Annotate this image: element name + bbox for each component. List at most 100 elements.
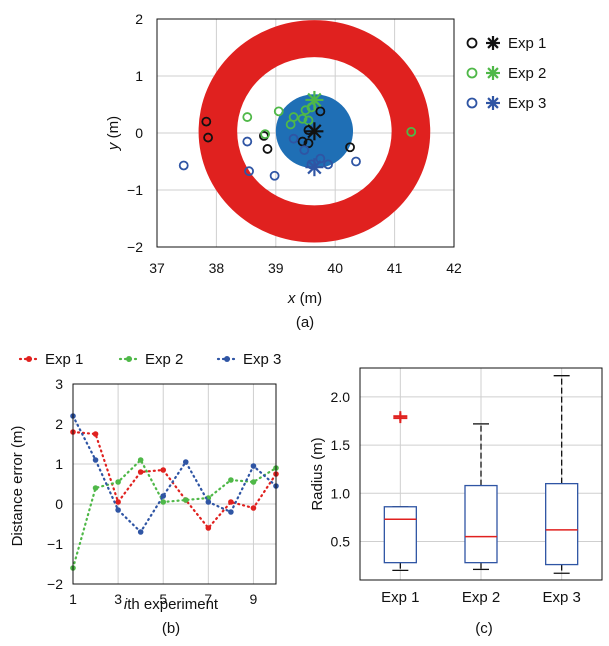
panel-c-boxes bbox=[383, 375, 579, 574]
exp1-point bbox=[303, 138, 314, 149]
panel-c-x-tick-label: Exp 3 bbox=[542, 589, 580, 606]
exp1-point bbox=[228, 499, 234, 505]
exp2-point bbox=[160, 499, 167, 505]
exp2-point bbox=[406, 126, 417, 137]
exp3-point bbox=[299, 145, 310, 156]
exp3-point bbox=[242, 136, 253, 147]
panel-a-x-tick-label: 39 bbox=[268, 260, 284, 276]
exp3-point bbox=[160, 493, 167, 499]
exp3-iqr-box bbox=[545, 482, 579, 566]
panel-b-line: 1 3 5 7 9 3 2 1 0 −1 −2 ith experiment Distance e… bbox=[9, 351, 281, 637]
panel-b-caption: (b) bbox=[162, 620, 180, 637]
panel-c-y-tick-label: 1.0 bbox=[331, 485, 351, 501]
exp1-point bbox=[137, 469, 144, 475]
panel-b-x-ticks: 1 3 5 7 9 bbox=[69, 591, 257, 607]
exp1-point bbox=[262, 144, 273, 154]
exp3-point bbox=[92, 457, 99, 463]
exp1-point bbox=[115, 499, 121, 505]
panel-b-x-tick-label: 3 bbox=[114, 591, 122, 607]
exp1-point bbox=[203, 132, 213, 143]
legend-exp2-circle-marker bbox=[466, 67, 478, 79]
exp3-point bbox=[182, 459, 189, 465]
panel-b-y-axis-label: Distance error (m) bbox=[9, 426, 26, 547]
exp2-point bbox=[288, 112, 299, 122]
exp1-mean-marker bbox=[305, 122, 324, 141]
exp1-point bbox=[345, 142, 355, 153]
panel-c-y-tick-label: 0.5 bbox=[331, 533, 351, 549]
legend-exp3-star-marker-stroke bbox=[487, 97, 499, 109]
exp2-mean-marker-stroke bbox=[307, 92, 322, 108]
legend-exp1-label: Exp 1 bbox=[508, 35, 546, 52]
exp3-point bbox=[288, 133, 299, 144]
panel-c-x-ticks: Exp 1 Exp 2 Exp 3 bbox=[381, 589, 581, 606]
panel-b-frame bbox=[72, 383, 277, 585]
legend-exp2-label: Exp 2 bbox=[508, 65, 546, 82]
panel-a-y-tick-label: 0 bbox=[135, 125, 143, 141]
exp2-point bbox=[228, 477, 234, 483]
panel-b-y-tick-label: 1 bbox=[55, 456, 63, 472]
exp3-line bbox=[71, 414, 278, 534]
panel-c-y-axis-label: Radius (m) bbox=[309, 437, 326, 510]
exp2-iqr-box bbox=[464, 484, 498, 564]
legend-exp3-star-marker bbox=[486, 96, 500, 110]
panel-b-x-tick-label: 1 bbox=[69, 591, 77, 607]
exp2-mean-marker bbox=[305, 90, 324, 109]
panel-c-y-ticks: 2.0 1.5 1.0 0.5 bbox=[331, 389, 351, 550]
legend-exp1-star-marker bbox=[486, 36, 500, 50]
exp1-box bbox=[383, 411, 417, 572]
exp2-point bbox=[273, 106, 284, 117]
exp1-point bbox=[205, 525, 212, 531]
panel-c-y-tick-label: 2.0 bbox=[331, 389, 351, 405]
legend-exp2-dot-marker bbox=[126, 356, 132, 362]
panel-b-y-ticks: 3 2 1 0 −1 −2 bbox=[47, 376, 63, 592]
panel-a-x-ticks: 37 38 39 40 41 42 bbox=[149, 260, 462, 276]
exp3-mean-marker bbox=[305, 158, 324, 177]
panel-a-x-tick-label: 37 bbox=[149, 260, 165, 276]
exp2-point bbox=[250, 479, 257, 485]
exp3-point bbox=[228, 509, 234, 515]
panel-a-legend: Exp 1 Exp 2 Exp 3 bbox=[466, 35, 546, 112]
panel-b-y-tick-label: 3 bbox=[55, 376, 63, 392]
exp3-point bbox=[244, 166, 254, 177]
exp3-point bbox=[205, 499, 212, 505]
panel-a-y-tick-label: −2 bbox=[127, 239, 143, 255]
panel-a-caption: (a) bbox=[296, 314, 314, 331]
exp1-point bbox=[92, 431, 99, 437]
exp2-point bbox=[260, 129, 271, 140]
legend-exp1-star-marker-stroke bbox=[487, 37, 499, 49]
exp1-point bbox=[315, 106, 326, 117]
exp2-point bbox=[115, 479, 121, 485]
panel-a-x-tick-label: 42 bbox=[446, 260, 462, 276]
exp3-box bbox=[545, 375, 579, 574]
panel-a-x-tick-label: 38 bbox=[209, 260, 225, 276]
exp3-point bbox=[115, 507, 121, 513]
exp1-iqr-box bbox=[383, 506, 417, 564]
panel-b-x-axis-label: ith experiment bbox=[124, 596, 219, 613]
legend-exp3-label: Exp 3 bbox=[243, 351, 281, 368]
legend-exp2-label: Exp 2 bbox=[145, 351, 183, 368]
legend-exp2-star-marker bbox=[486, 66, 500, 80]
panel-b-x-tick-label: 7 bbox=[204, 591, 212, 607]
panel-c-y-tick-label: 1.5 bbox=[331, 437, 351, 453]
panel-a-points bbox=[178, 90, 417, 181]
exp1-point bbox=[250, 505, 257, 511]
legend-exp3-label: Exp 3 bbox=[508, 95, 546, 112]
exp2-box bbox=[464, 423, 498, 571]
panel-b-y-tick-label: 2 bbox=[55, 416, 63, 432]
panel-c-caption: (c) bbox=[475, 620, 493, 637]
panel-a-x-tick-label: 41 bbox=[387, 260, 403, 276]
panel-b-series bbox=[70, 413, 279, 571]
legend-exp3-dot-marker bbox=[224, 356, 230, 362]
exp2-point bbox=[92, 485, 99, 491]
exp2-point bbox=[242, 112, 253, 122]
panel-a-scatter: 37 38 39 40 41 42 210−1−2 x (m) y (m) (a) Exp… bbox=[105, 11, 546, 331]
panel-a-x-tick-label: 40 bbox=[327, 260, 343, 276]
exp3-point bbox=[250, 463, 257, 469]
panel-b-y-tick-label: 0 bbox=[55, 496, 63, 512]
legend-exp1-circle-marker bbox=[466, 37, 478, 49]
exp2-point bbox=[182, 497, 189, 503]
exp3-point bbox=[351, 156, 361, 167]
panel-a-y-ticks: 2 1 0 −1 −2 bbox=[127, 11, 143, 255]
exp2-line bbox=[71, 458, 278, 570]
